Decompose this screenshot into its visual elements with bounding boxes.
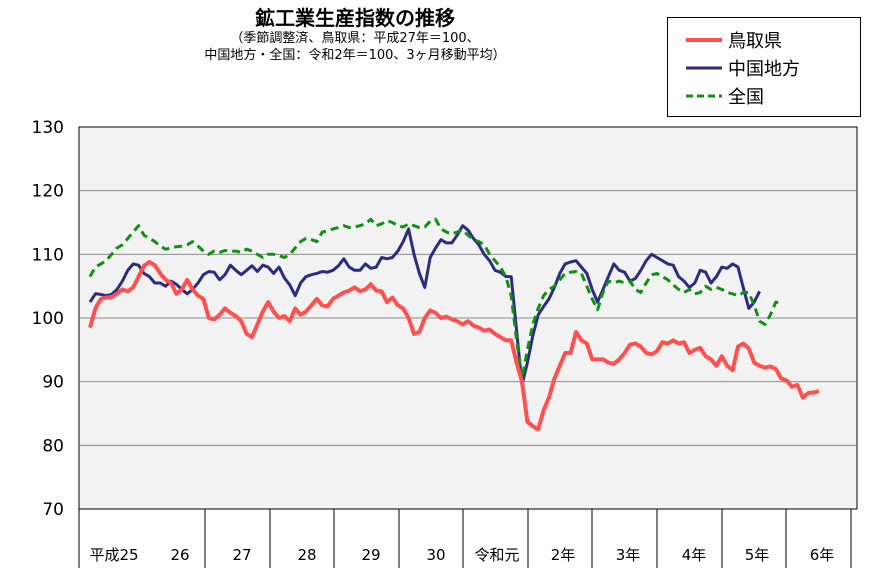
legend-swatch-chugoku: [686, 66, 722, 70]
x-tick-label: 令和元: [474, 546, 519, 564]
x-tick-label: 平成25: [89, 546, 138, 564]
x-tick-label: 5年: [745, 546, 770, 564]
y-tick-label: 70: [42, 500, 64, 520]
series-line-tottori: [88, 260, 820, 432]
chart-subtitle-2: 中国地方・全国：令和2年＝100、3ヶ月移動平均）: [204, 48, 506, 63]
y-tick-label: 100: [32, 309, 64, 329]
legend-swatch-tottori: [686, 38, 722, 42]
chart-title: 鉱工業生産指数の推移 （季節調整済、鳥取県：平成27年＝100、 中国地方・全国…: [120, 6, 590, 64]
x-tick-label: 6年: [810, 546, 835, 564]
x-tick-label: 3年: [616, 546, 641, 564]
legend-label-chugoku: 中国地方: [728, 59, 800, 80]
y-tick-label: 80: [42, 436, 64, 456]
legend-label-tottori: 鳥取県: [728, 31, 782, 52]
y-tick-label: 90: [42, 373, 64, 393]
y-tick-label: 130: [32, 118, 64, 138]
chart-title-main: 鉱工業生産指数の推移: [255, 6, 455, 30]
x-tick-label: 26: [170, 546, 189, 564]
legend-swatch-national: [686, 94, 722, 98]
legend-item-national: 全国: [686, 82, 764, 110]
x-tick-label: 27: [232, 546, 251, 564]
x-tick-label: 4年: [682, 546, 707, 564]
chart-subtitle-1: （季節調整済、鳥取県：平成27年＝100、: [230, 31, 480, 46]
legend-item-chugoku: 中国地方: [686, 54, 800, 82]
y-tick-label: 120: [32, 182, 64, 202]
legend: 鳥取県 中国地方 全国: [667, 17, 861, 117]
legend-label-national: 全国: [728, 87, 764, 108]
x-tick-label: 30: [426, 546, 445, 564]
x-tick-label: 29: [361, 546, 380, 564]
series-line-chugoku: [88, 224, 761, 387]
legend-item-tottori: 鳥取県: [686, 26, 782, 54]
x-tick-label: 28: [297, 546, 316, 564]
series-line-national: [88, 217, 782, 380]
y-tick-label: 110: [32, 245, 64, 265]
x-tick-label: 2年: [551, 546, 576, 564]
